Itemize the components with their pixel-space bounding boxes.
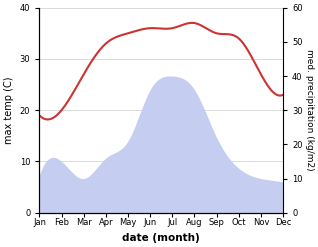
Y-axis label: med. precipitation (kg/m2): med. precipitation (kg/m2) (305, 49, 314, 171)
X-axis label: date (month): date (month) (122, 233, 200, 243)
Y-axis label: max temp (C): max temp (C) (4, 76, 14, 144)
